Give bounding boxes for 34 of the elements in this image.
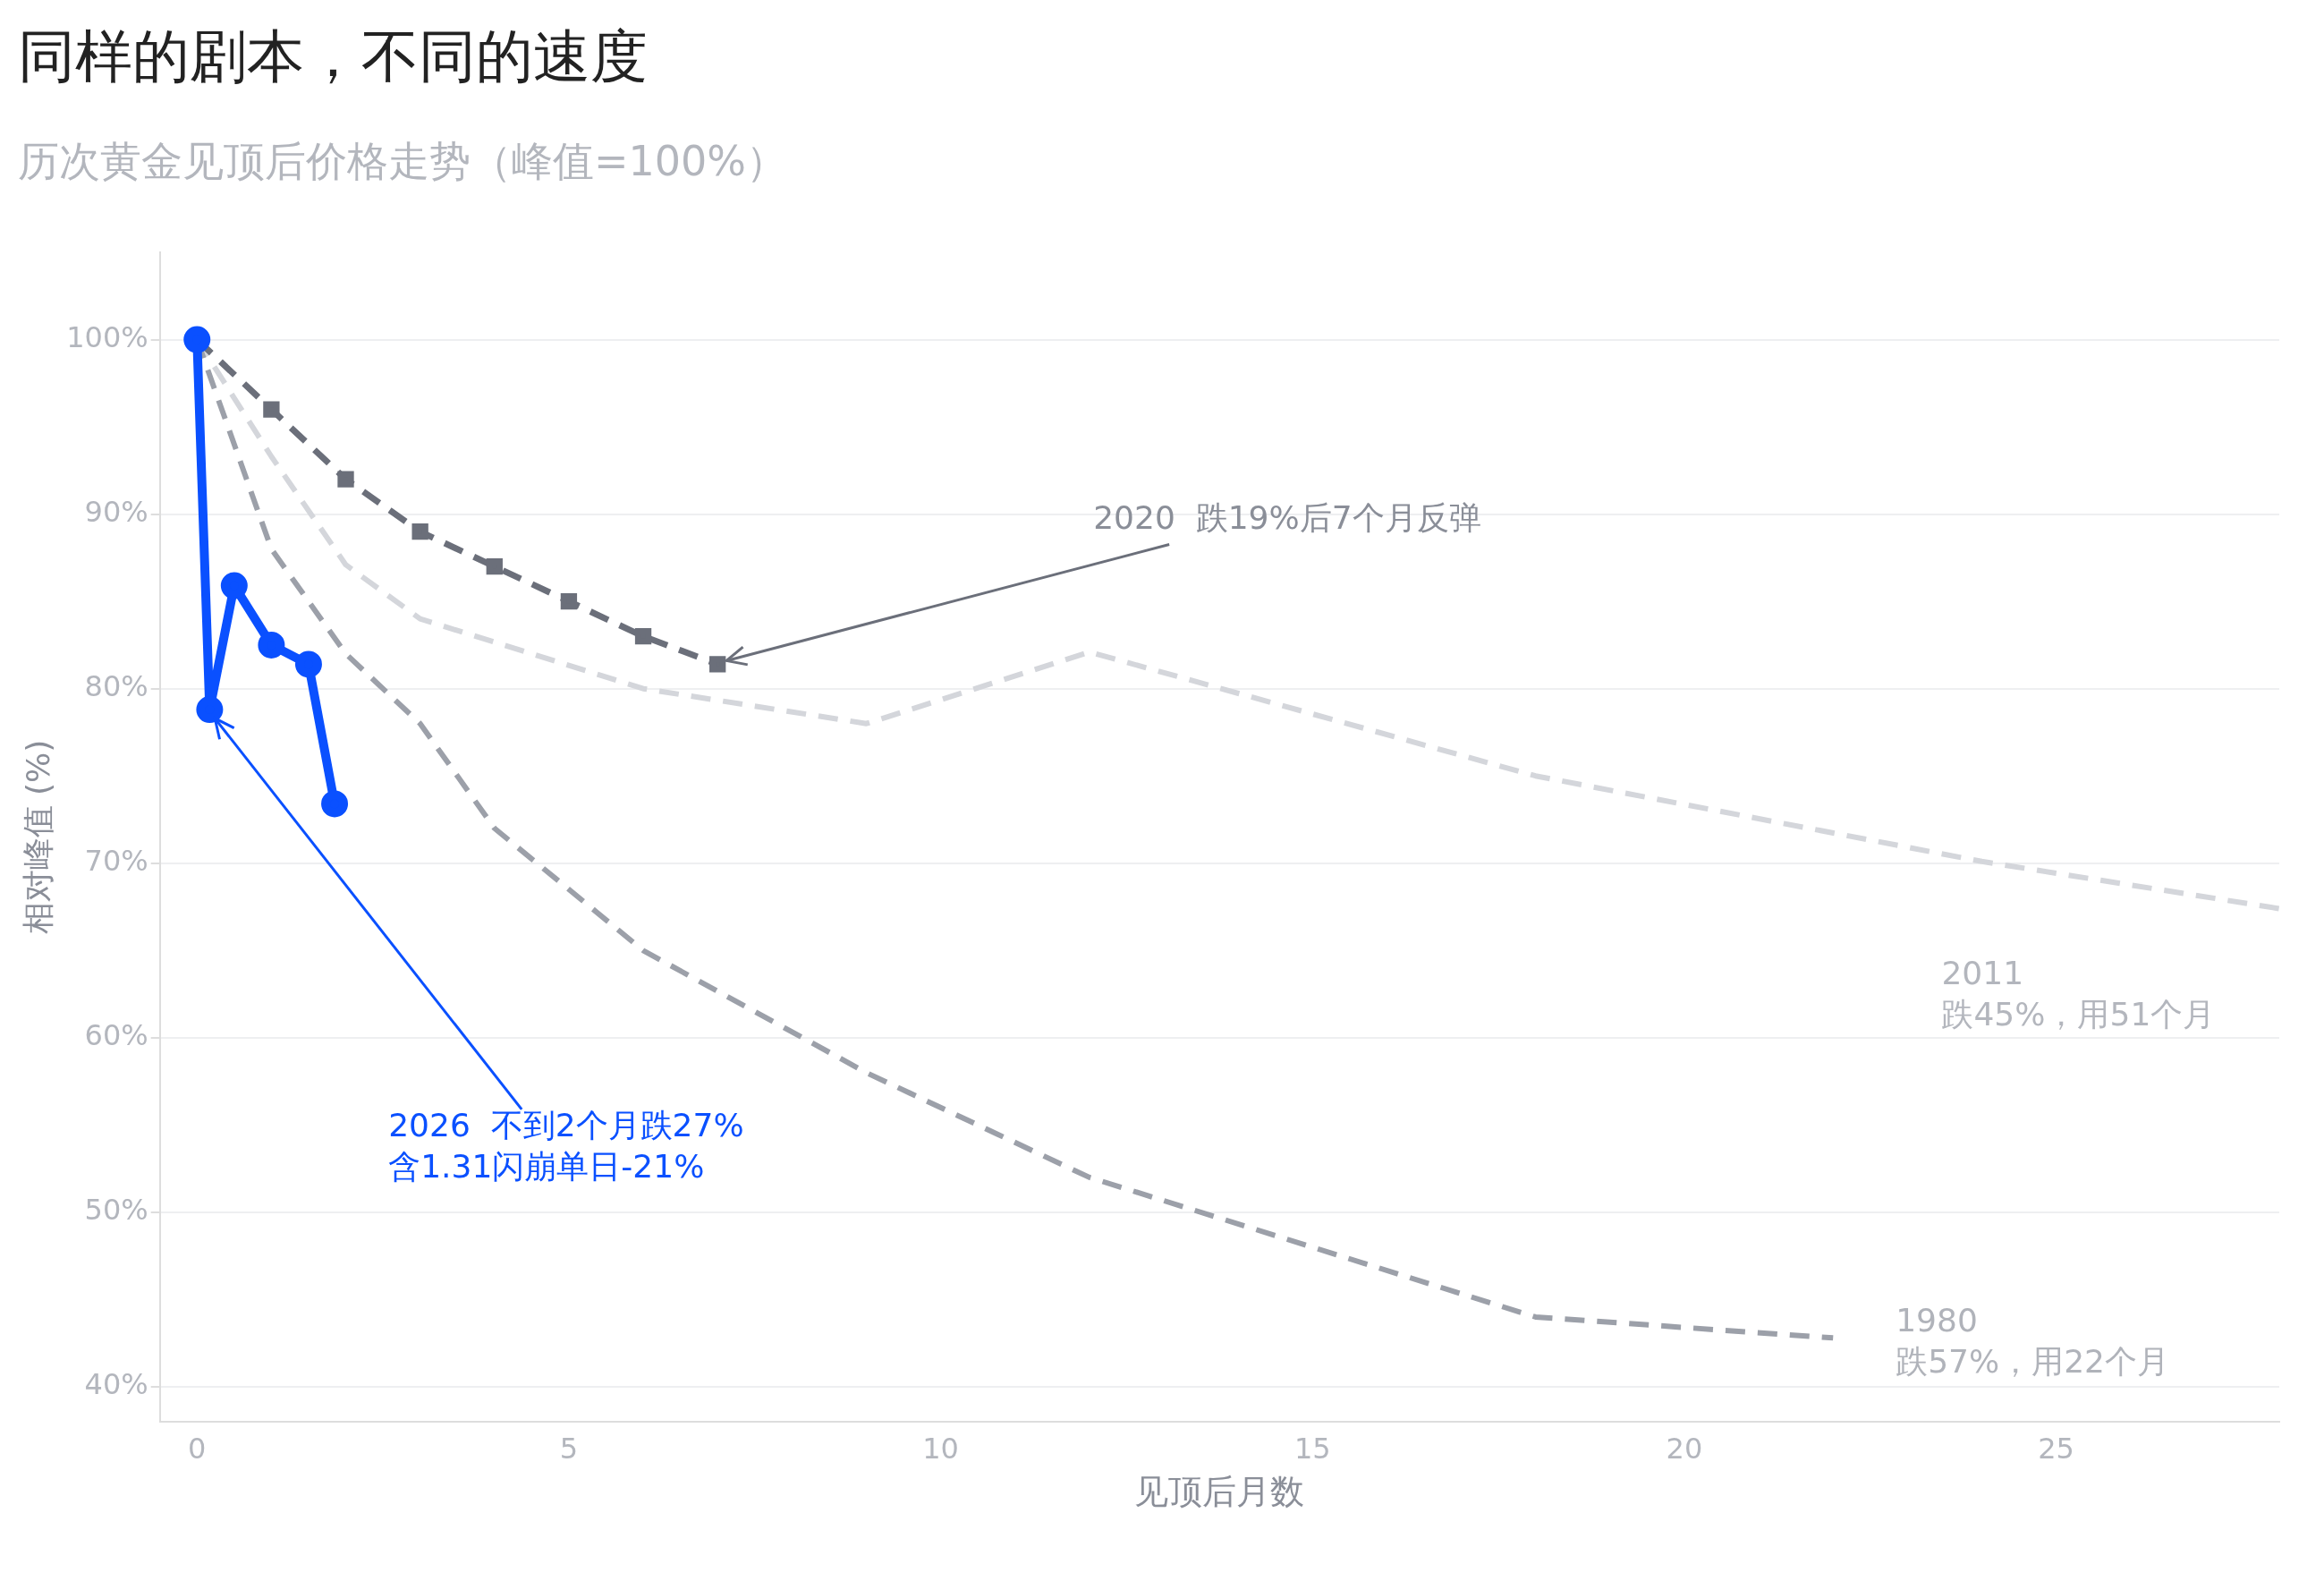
y-tick-label: 60% [84, 1018, 148, 1053]
annotation: 2020 跌19%后7个月反弹 [1093, 498, 1481, 536]
point [196, 696, 224, 724]
y-tick-label: 40% [84, 1367, 148, 1402]
x-tick-label: 20 [1666, 1431, 1703, 1466]
point [337, 471, 354, 488]
x-tick-label: 25 [2038, 1431, 2074, 1466]
chart-subtitle: 历次黄金见顶后价格走势（峰值=100%） [18, 137, 788, 186]
x-tick-label: 0 [188, 1431, 207, 1466]
y-tick-label: 90% [84, 494, 148, 529]
annotation: 2026 不到2个月跌27% 含1.31闪崩单日-21% [388, 1107, 744, 1186]
point [411, 523, 428, 540]
point [258, 631, 285, 659]
point [709, 656, 726, 673]
x-axis-title: 见顶后月数 [1134, 1472, 1305, 1512]
y-tick-label: 70% [84, 844, 148, 879]
x-tick-label: 10 [922, 1431, 959, 1466]
y-axis-title: 相对峰值 (%) [19, 739, 56, 935]
x-tick-label: 15 [1293, 1431, 1331, 1466]
chart-title: 同样的剧本，不同的速度 [18, 23, 648, 90]
point [220, 572, 248, 599]
y-tick-label: 50% [84, 1193, 148, 1228]
annotation: 2011 跌45%，用51个月 [1941, 955, 2216, 1033]
point [560, 592, 578, 610]
x-tick-label: 5 [559, 1431, 579, 1466]
y-tick-label: 80% [84, 669, 148, 703]
point [321, 790, 349, 818]
point [634, 628, 652, 645]
point [294, 650, 322, 678]
annotation: 1980 跌57%，用22个月 [1896, 1301, 2170, 1380]
point [263, 401, 280, 418]
point [183, 326, 211, 353]
point [486, 557, 503, 575]
y-tick-label: 100% [66, 319, 148, 354]
